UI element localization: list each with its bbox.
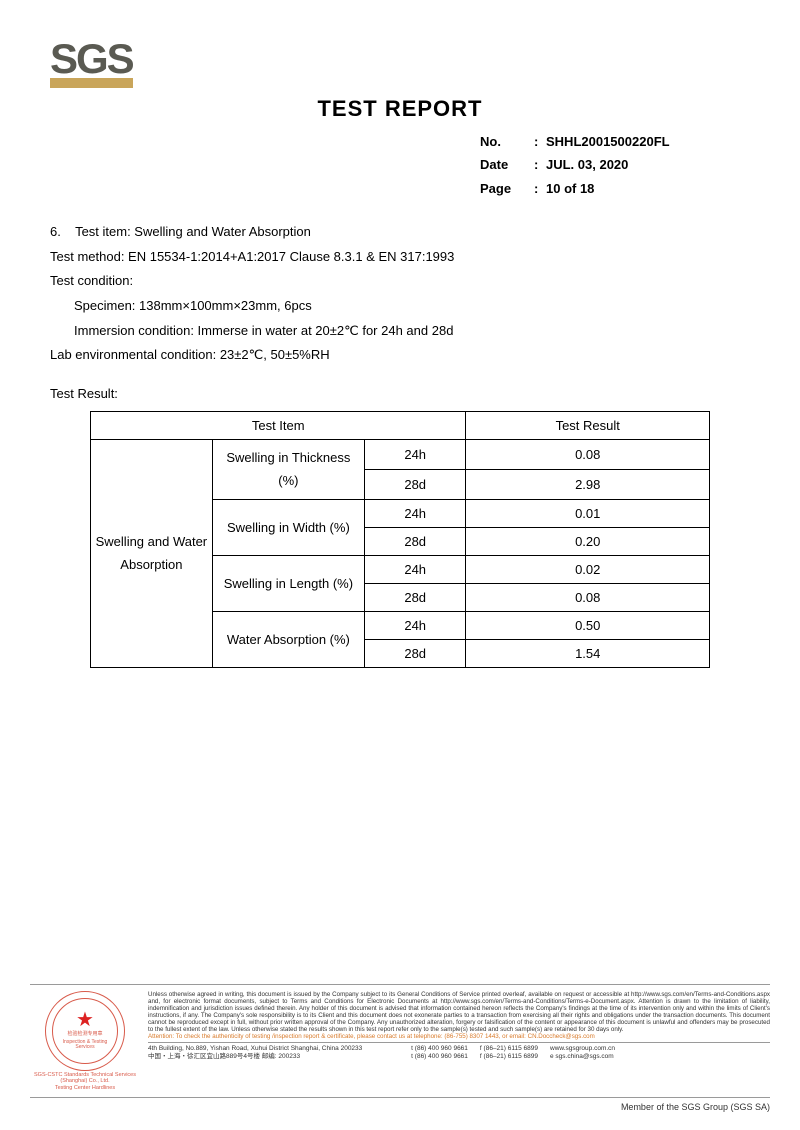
- time: 28d: [364, 469, 465, 499]
- stamp-icon: ★ 检验检测专用章 Inspection & Testing Services: [45, 991, 125, 1071]
- fineprint-orange: Attention: To check the authenticity of …: [148, 1033, 595, 1040]
- footer: ★ 检验检测专用章 Inspection & Testing Services …: [0, 984, 800, 1112]
- value: 0.02: [466, 555, 710, 583]
- time: 28d: [364, 639, 465, 667]
- param: Swelling in Thickness (%): [212, 439, 364, 499]
- email: e sgs.china@sgs.com: [550, 1053, 615, 1060]
- immersion: Immersion condition: Immerse in water at…: [50, 319, 750, 344]
- time: 24h: [364, 611, 465, 639]
- sgs-logo: SGS: [50, 40, 133, 88]
- time: 24h: [364, 555, 465, 583]
- specimen: Specimen: 138mm×100mm×23mm, 6pcs: [50, 294, 750, 319]
- test-section: 6. Test item: Swelling and Water Absorpt…: [50, 220, 750, 407]
- stamp-below-1: SGS-CSTC Standards Technical Services (S…: [30, 1072, 140, 1084]
- tel-t2: t (86) 400 960 9661: [411, 1053, 468, 1060]
- item-label: Test item: Swelling and Water Absorption: [75, 224, 311, 239]
- value: 2.98: [466, 469, 710, 499]
- time: 24h: [364, 499, 465, 527]
- tel-f1: f (86–21) 6115 6899: [480, 1045, 538, 1052]
- addr-en: 4th Building, No.889, Yishan Road, Xuhui…: [148, 1045, 399, 1052]
- test-condition-label: Test condition:: [50, 269, 750, 294]
- meta-page-value: 10 of 18: [546, 177, 594, 200]
- value: 1.54: [466, 639, 710, 667]
- stamp-text-en: Inspection & Testing Services: [53, 1040, 117, 1051]
- value: 0.08: [466, 439, 710, 469]
- star-icon: ★: [76, 1010, 94, 1030]
- value: 0.50: [466, 611, 710, 639]
- time: 24h: [364, 439, 465, 469]
- th-test-result: Test Result: [466, 411, 710, 439]
- time: 28d: [364, 527, 465, 555]
- value: 0.08: [466, 583, 710, 611]
- value: 0.01: [466, 499, 710, 527]
- table-row: Swelling and Water Absorption Swelling i…: [91, 439, 710, 469]
- th-test-item: Test Item: [91, 411, 466, 439]
- results-table: Test Item Test Result Swelling and Water…: [90, 411, 710, 668]
- stamp-below-2: Testing Center Hardlines: [30, 1085, 140, 1091]
- meta-page-label: Page: [480, 177, 534, 200]
- member-line: Member of the SGS Group (SGS SA): [30, 1097, 770, 1112]
- time: 28d: [364, 583, 465, 611]
- tel-f2: f (86–21) 6115 6899: [480, 1053, 538, 1060]
- result-label: Test Result:: [50, 382, 750, 407]
- tel-t1: t (86) 400 960 9661: [411, 1045, 468, 1052]
- param: Swelling in Width (%): [212, 499, 364, 555]
- meta-date-value: JUL. 03, 2020: [546, 153, 628, 176]
- report-title: TEST REPORT: [50, 96, 750, 122]
- lab-env: Lab environmental condition: 23±2℃, 50±5…: [50, 343, 750, 368]
- meta-date-label: Date: [480, 153, 534, 176]
- meta-no-label: No.: [480, 130, 534, 153]
- fineprint-main: Unless otherwise agreed in writing, this…: [148, 991, 770, 1034]
- stamp-text-cn: 检验检测专用章: [67, 1032, 102, 1038]
- fineprint: Unless otherwise agreed in writing, this…: [148, 991, 770, 1061]
- report-meta: No. : SHHL2001500220FL Date : JUL. 03, 2…: [480, 130, 750, 200]
- table-header-row: Test Item Test Result: [91, 411, 710, 439]
- param: Water Absorption (%): [212, 611, 364, 667]
- group-label: Swelling and Water Absorption: [91, 439, 213, 667]
- test-method: Test method: EN 15534-1:2014+A1:2017 Cla…: [50, 245, 750, 270]
- item-number: 6.: [50, 224, 61, 239]
- meta-no-value: SHHL2001500220FL: [546, 130, 670, 153]
- web: www.sgsgroup.com.cn: [550, 1045, 615, 1052]
- param: Swelling in Length (%): [212, 555, 364, 611]
- addr-cn: 中国・上海・徐汇区宜山路889号4号楼 邮编: 200233: [148, 1053, 399, 1060]
- value: 0.20: [466, 527, 710, 555]
